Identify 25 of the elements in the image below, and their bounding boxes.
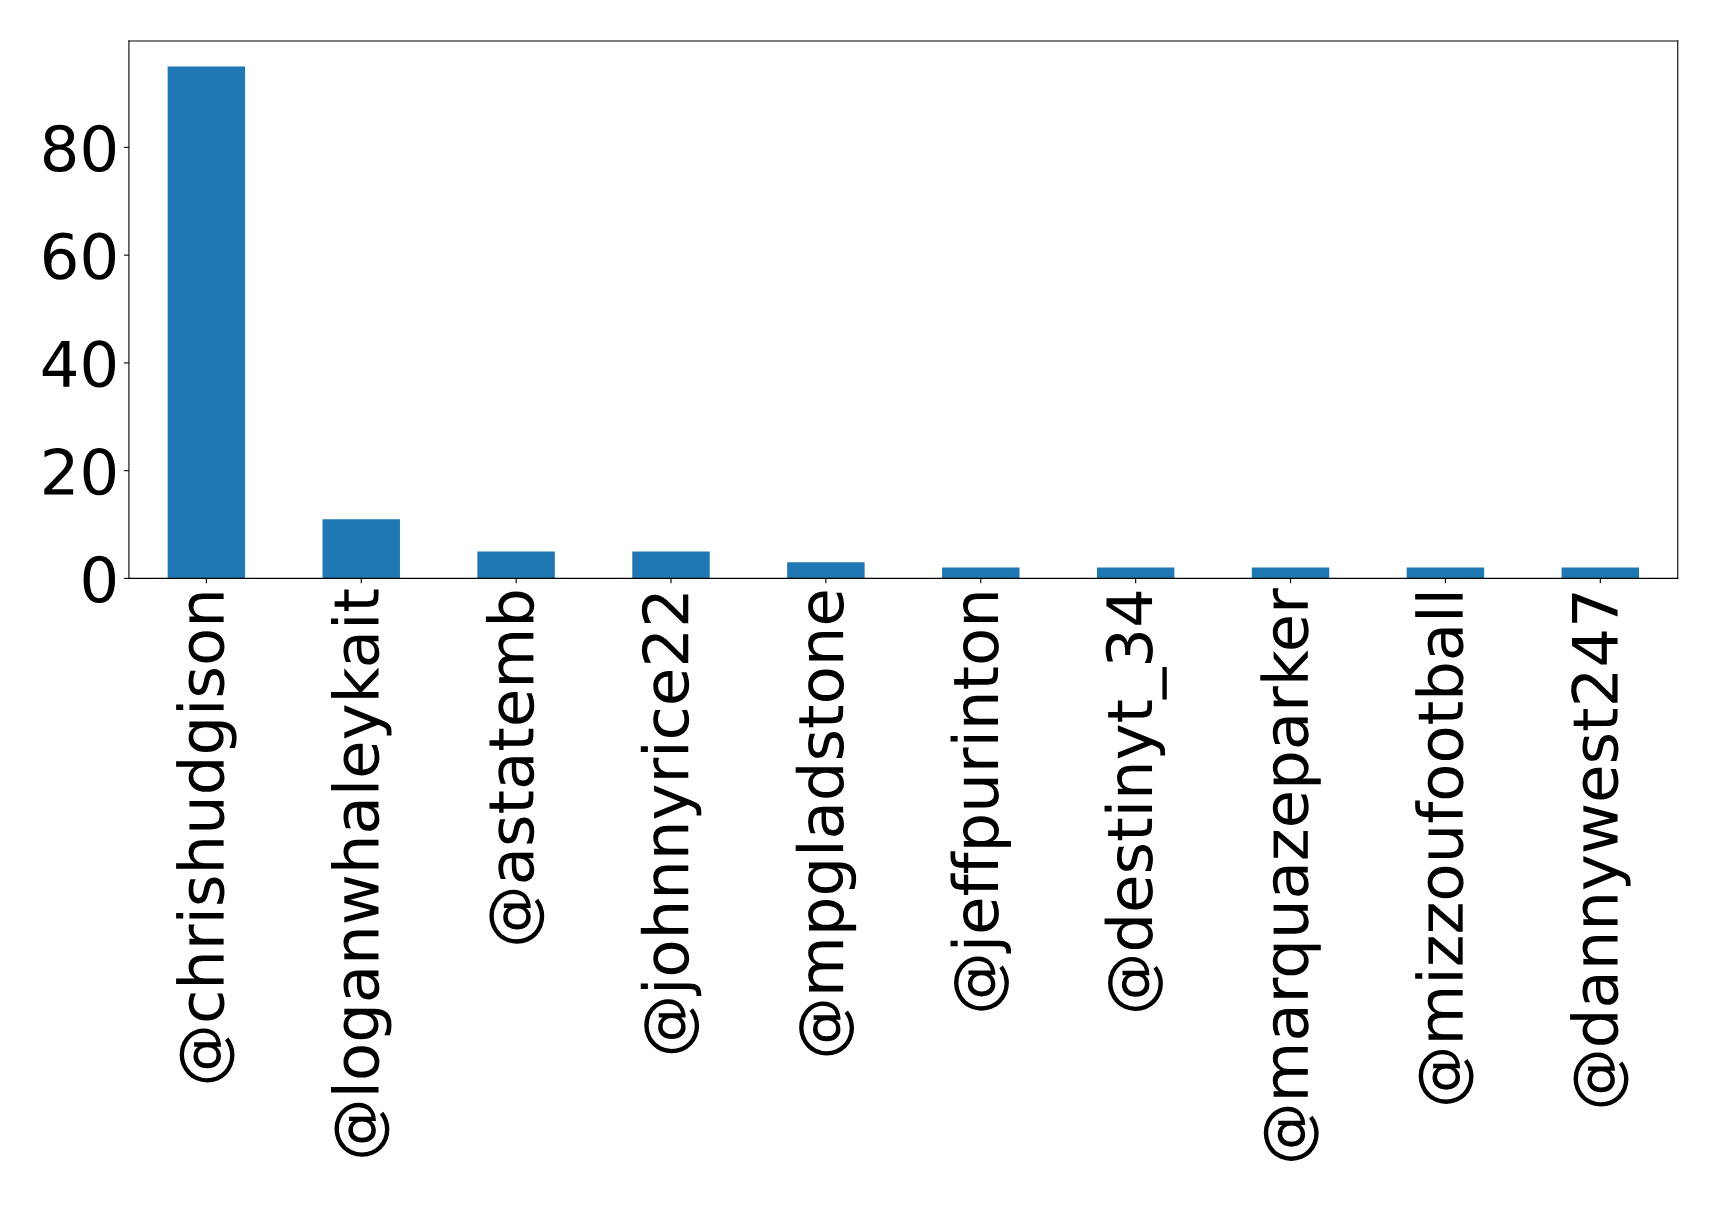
x-tick-label: @astatemb (485, 591, 545, 944)
y-tick-label: 0 (83, 555, 116, 604)
x-tick-label: @destinyt_34 (1104, 591, 1167, 1011)
bar (167, 66, 246, 579)
y-tick-label: 60 (44, 232, 116, 280)
y-tick-label: 20 (44, 448, 116, 496)
bar (477, 551, 555, 579)
bar (787, 562, 865, 579)
y-tick-label: 40 (42, 340, 116, 388)
bar (1406, 567, 1485, 579)
bar (1561, 567, 1640, 579)
x-tick-label: @mizzoufootball (1415, 593, 1474, 1104)
bar (1251, 567, 1330, 579)
x-tick-label: @jeffpurinton (950, 593, 1012, 1011)
x-tick-label: @dannywest247 (1570, 593, 1631, 1107)
y-tick-label: 80 (43, 124, 116, 173)
bar (322, 519, 400, 579)
x-tick-label: @chrishudgison (176, 593, 237, 1083)
x-tick-label: @loganwhaleykait (331, 589, 392, 1157)
x-tick-label: @marquazeparker (1260, 588, 1321, 1161)
bar (942, 567, 1020, 579)
x-tick-label: @mpgladstone (795, 591, 857, 1056)
bar (1096, 567, 1175, 579)
x-tick-label: @johnnyrice22 (640, 594, 702, 1054)
bar (632, 551, 710, 579)
